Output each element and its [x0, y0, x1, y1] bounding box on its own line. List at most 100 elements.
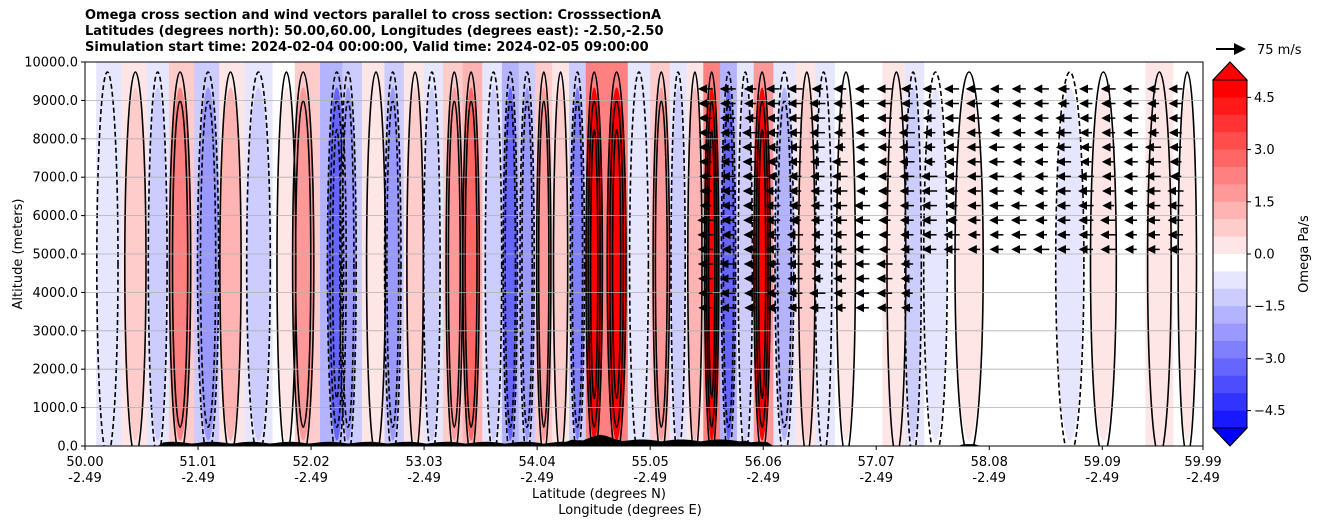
x-axis-ticks: 50.00-2.4951.01-2.4952.02-2.4953.03-2.49…	[66, 446, 1222, 486]
omega-contour	[954, 71, 984, 446]
colorbar-tick-label: −1.5	[1254, 300, 1286, 315]
omega-contour	[147, 71, 168, 446]
colorbar-outline	[1212, 61, 1248, 447]
x-tick-label-lon: -2.49	[68, 471, 102, 486]
x-tick-label-lat: 55.05	[632, 455, 669, 470]
omega-column-core	[406, 87, 424, 441]
omega-column-core	[446, 87, 463, 441]
colorbar-band	[1213, 375, 1247, 394]
colorbar-band	[1213, 219, 1247, 237]
omega-contour	[96, 71, 119, 446]
omega-contour	[124, 71, 147, 446]
colorbar-band	[1213, 271, 1247, 290]
omega-contour	[196, 71, 220, 446]
colorbar-band	[1213, 341, 1247, 359]
colorbar-band	[1213, 149, 1247, 168]
omega-contour	[589, 128, 599, 400]
x-tick-label-lat: 54.04	[519, 455, 556, 470]
colorbar-band	[1213, 393, 1247, 411]
omega-contour	[502, 71, 519, 446]
title-line-2: Latitudes (degrees north): 50.00,60.00, …	[85, 24, 664, 39]
omega-column-core	[671, 87, 686, 441]
omega-contour	[168, 71, 192, 446]
colorbar-band	[1213, 97, 1247, 116]
omega-column-core	[629, 87, 649, 441]
x-tick-label-lat: 59.09	[1084, 455, 1121, 470]
title-line-3: Simulation start time: 2024-02-04 00:00:…	[85, 40, 649, 55]
colorbar-band	[1213, 236, 1247, 255]
x-tick-label-lat: 50.00	[66, 455, 103, 470]
omega-contour	[331, 128, 342, 400]
terrain-profile	[85, 434, 1203, 446]
omega-column-core	[1178, 87, 1197, 441]
x-axis-label-longitude: Longitude (degrees E)	[558, 503, 702, 518]
y-tick-label: 3000.0	[33, 324, 79, 339]
omega-column-core	[687, 87, 703, 441]
x-tick-label-lon: -2.49	[407, 471, 441, 486]
omega-contour	[652, 71, 671, 446]
omega-contour	[670, 71, 686, 446]
x-tick-label-lat: 59.99	[1184, 455, 1221, 470]
colorbar-tick-label: 4.5	[1254, 91, 1275, 106]
x-tick-label-lon: -2.49	[294, 471, 328, 486]
omega-contour	[585, 71, 604, 446]
omega-column-core	[277, 87, 296, 441]
omega-column-core	[246, 87, 271, 441]
x-tick-label-lon: -2.49	[520, 471, 554, 486]
colorbar-band	[1213, 201, 1247, 220]
x-axis-label-latitude: Latitude (degrees N)	[532, 487, 666, 502]
colorbar-band	[1213, 80, 1247, 98]
omega-column-core	[653, 87, 670, 441]
omega-contour	[365, 71, 387, 446]
colorbar-band	[1213, 323, 1247, 342]
colorbar-band	[1213, 184, 1247, 203]
x-tick-label-lon: -2.49	[1186, 471, 1220, 486]
colorbar-extend-low	[1211, 427, 1249, 447]
y-tick-label: 10000.0	[24, 56, 78, 71]
y-tick-label: 4000.0	[33, 286, 79, 301]
x-tick-label-lat: 58.08	[971, 455, 1008, 470]
omega-column-core	[124, 87, 146, 441]
y-tick-label: 9000.0	[33, 94, 79, 109]
omega-contour	[519, 71, 535, 446]
omega-column-core	[988, 87, 1017, 441]
omega-contour	[422, 71, 441, 446]
omega-column-core	[586, 87, 603, 441]
colorbar-tick-label: 1.5	[1254, 195, 1275, 210]
x-tick-label-lat: 51.01	[179, 455, 216, 470]
omega-column-core	[462, 87, 480, 441]
colorbar-band	[1213, 132, 1247, 150]
omega-column-core	[485, 87, 502, 441]
colorbar-tick-label: −4.5	[1254, 404, 1286, 419]
y-axis-label: Altitude (meters)	[11, 199, 26, 310]
x-tick-label-lat: 56.06	[745, 455, 782, 470]
colorbar-band	[1213, 114, 1247, 133]
omega-column-core	[148, 87, 168, 441]
omega-column-core	[423, 87, 441, 441]
omega-contour	[569, 71, 586, 446]
omega-contour	[611, 128, 622, 400]
colorbar-tick-label: −3.0	[1254, 352, 1286, 367]
omega-column-core	[197, 87, 219, 441]
colorbar-band	[1213, 306, 1247, 324]
omega-contour	[1146, 71, 1172, 446]
y-tick-label: 1000.0	[33, 401, 79, 416]
x-tick-label-lon: -2.49	[1085, 471, 1119, 486]
omega-column-core	[169, 87, 191, 441]
omega-column-core	[366, 87, 386, 441]
omega-column-core	[607, 87, 626, 441]
quiver-key-label: 75 m/s	[1257, 43, 1302, 58]
x-tick-label-lon: -2.49	[746, 471, 780, 486]
y-tick-label: 6000.0	[33, 209, 79, 224]
x-tick-label-lon: -2.49	[633, 471, 667, 486]
omega-contour	[383, 71, 402, 446]
colorbar-tick-label: 3.0	[1254, 143, 1275, 158]
omega-contour	[219, 71, 242, 446]
x-tick-label-lat: 57.07	[858, 455, 895, 470]
omega-contour	[1054, 71, 1085, 446]
colorbar-label: Omega Pa/s	[1297, 215, 1312, 293]
x-tick-label-lat: 53.03	[405, 455, 442, 470]
colorbar-band	[1213, 254, 1247, 272]
colorbar-band	[1213, 358, 1247, 377]
